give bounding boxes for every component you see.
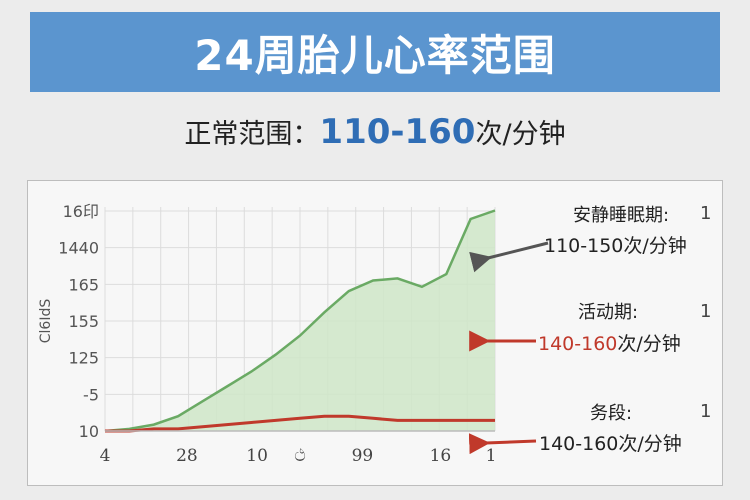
normal-range-label: 正常范围： xyxy=(184,119,320,150)
x-tick-label: 28 xyxy=(176,446,198,466)
x-tick-label: ථ xyxy=(294,446,306,466)
annotation-value-rest: 140-160次/分钟 xyxy=(539,433,682,455)
normal-range-line: 正常范围：110-160次/分钟 xyxy=(0,112,750,152)
x-tick-label: 10 xyxy=(246,446,268,466)
annotation-arrow xyxy=(469,241,549,273)
annotation-title-quiet-sleep: 安静睡眠期: xyxy=(573,205,670,226)
normal-range-unit: 次/分钟 xyxy=(475,119,566,150)
y-tick-label: 165 xyxy=(68,275,99,294)
page-title: 24周胎儿心率范围 xyxy=(194,30,556,80)
annotation-arrow xyxy=(468,433,537,455)
y-tick-label: 1440 xyxy=(58,239,99,258)
y-tick-label: 10 xyxy=(79,422,99,441)
y-axis-label: Cl6IdS xyxy=(38,299,54,344)
annotation-value-segment: 140-160次/分钟 xyxy=(539,429,682,456)
series-area xyxy=(105,210,495,431)
annotation-number-segment: 1 xyxy=(700,401,712,422)
x-tick-label: 99 xyxy=(352,446,374,466)
annotation-title-active: 活动期: xyxy=(578,302,639,323)
y-tick-label: -5 xyxy=(83,385,99,404)
x-tick-label: 4 xyxy=(100,446,111,466)
chart-panel: 16印 1440 165 155 125 -5 10 Cl6IdS 4 28 10 ථ 99 16 1 安静… xyxy=(27,180,723,486)
annotation-value-active: 140-160次/分钟 xyxy=(538,329,681,356)
title-banner: 24周胎儿心率范围 xyxy=(30,12,720,92)
y-tick-label: 125 xyxy=(68,349,99,368)
annotation-number-active: 1 xyxy=(700,301,712,322)
annotation-value-quiet-sleep: 110-150次/分钟 xyxy=(544,231,687,258)
annotation-value-highlight: 140-160 xyxy=(538,333,618,355)
annotation-title-segment: 务段: xyxy=(590,403,633,424)
annotation-value-rest: 110-150次/分钟 xyxy=(544,235,687,257)
x-tick-label: 1 xyxy=(486,446,497,466)
y-tick-label: 155 xyxy=(68,312,99,331)
normal-range-value: 110-160 xyxy=(319,112,476,152)
x-tick-label: 16 xyxy=(430,446,452,466)
y-tick-label: 16印 xyxy=(63,202,99,221)
annotation-number-quiet-sleep: 1 xyxy=(700,203,712,224)
heart-rate-chart: 16印 1440 165 155 125 -5 10 Cl6IdS 4 28 10 ථ 99 16 1 xyxy=(38,202,549,466)
annotation-value-rest: 次/分钟 xyxy=(617,333,681,355)
